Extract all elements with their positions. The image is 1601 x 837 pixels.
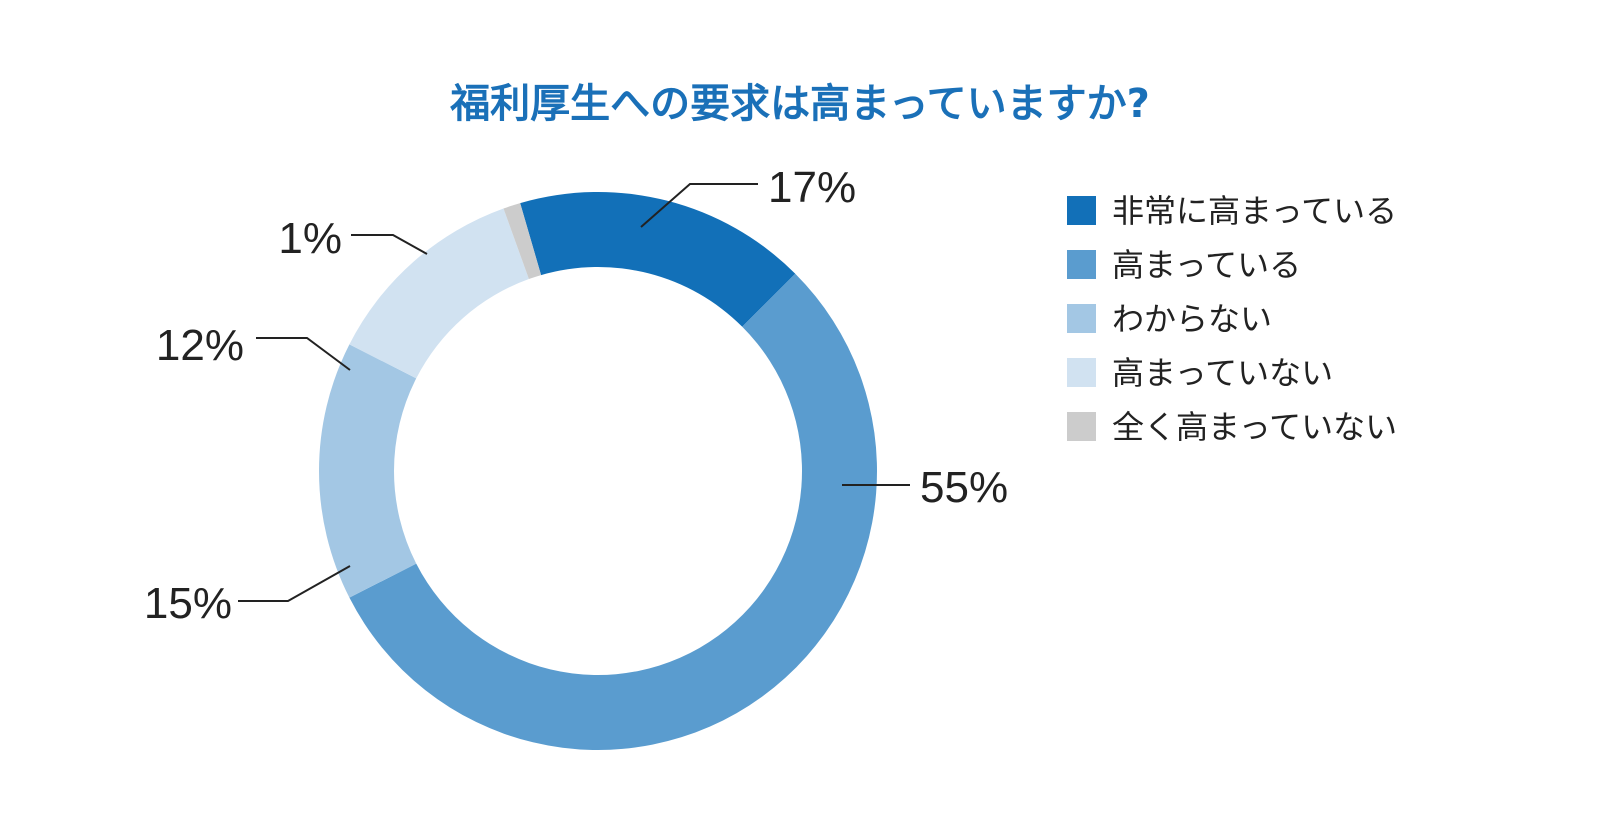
leader-line-4	[256, 337, 351, 371]
donut-slice-2	[349, 273, 877, 751]
legend-swatch-1	[1067, 196, 1096, 225]
legend-label-4: 高まっていない	[1112, 354, 1333, 392]
legend-swatch-4	[1067, 358, 1096, 387]
donut-slice-1	[520, 192, 796, 327]
leader-line-3	[238, 565, 351, 602]
leader-line-5	[351, 234, 428, 255]
legend-swatch-2	[1067, 250, 1096, 279]
chart-title: 福利厚生への要求は高まっていますか?	[449, 81, 1150, 127]
value-label-2: 55%	[920, 463, 1008, 512]
value-label-1: 17%	[768, 163, 856, 212]
legend-swatch-3	[1067, 304, 1096, 333]
value-labels: 17% 55% 15% 12% 1%	[144, 163, 1008, 628]
value-label-3: 15%	[144, 579, 232, 628]
legend-label-2: 高まっている	[1112, 246, 1301, 284]
donut-slice-5	[503, 203, 542, 280]
value-label-4: 12%	[156, 321, 244, 370]
donut-slice-4	[349, 208, 529, 379]
legend-label-3: わからない	[1112, 300, 1272, 338]
legend-label-5: 全く高まっていない	[1112, 408, 1397, 446]
donut-slices	[319, 192, 877, 751]
value-label-5: 1%	[278, 214, 342, 263]
leader-line-1	[640, 183, 758, 228]
legend-label-1: 非常に高まっている	[1112, 192, 1397, 230]
leader-lines	[238, 183, 910, 602]
legend-swatch-5	[1067, 412, 1096, 441]
donut-slice-3	[319, 344, 417, 598]
